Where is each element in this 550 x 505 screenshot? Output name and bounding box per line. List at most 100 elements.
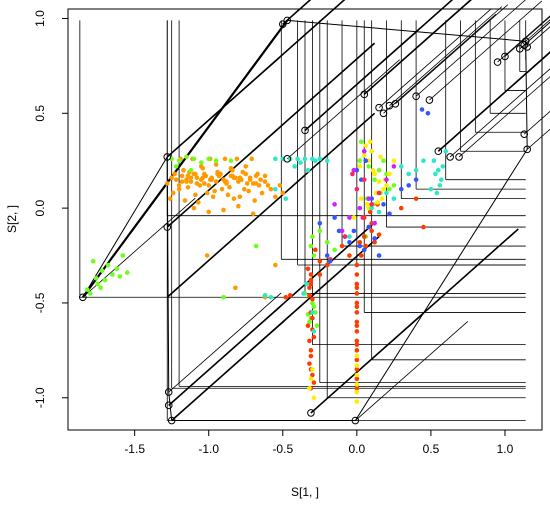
hull-vertex-11 [351,416,360,425]
point-2-10 [305,266,311,272]
point-0-64 [268,186,274,192]
hull-diag-13 [378,8,492,108]
point-6-2 [366,196,371,201]
point-4-10 [317,156,323,162]
point-4-11 [324,158,330,164]
hull-diag-11 [355,321,469,421]
point-0-87 [176,183,182,188]
point-2-19 [308,353,314,359]
point-2-23 [354,310,360,315]
point-5-12 [387,211,392,217]
point-7-6 [350,171,355,177]
point-5-17 [425,111,431,116]
point-7-3 [376,190,382,196]
point-2-49 [313,247,318,253]
point-0-50 [234,156,240,162]
point-3-18 [375,200,380,205]
point-0-103 [273,262,278,268]
point-2-1 [307,285,312,291]
point-6-5 [339,228,345,234]
point-2-32 [354,262,360,268]
y-axis-label: S[2, ] [5,205,19,233]
point-0-78 [188,179,194,184]
point-3-8 [363,143,369,148]
point-0-71 [236,203,241,209]
point-1-6 [124,270,130,275]
point-0-66 [277,183,283,188]
point-6-3 [372,220,377,226]
hull-diag-0 [82,197,196,298]
hull-diag-21 [458,76,550,158]
x-tick-label-0: -1.5 [124,442,145,456]
point-0-27 [185,184,191,190]
point-2-2 [310,296,315,302]
point-4-24 [310,310,315,315]
point-4-12 [431,158,437,164]
point-0-2 [179,173,185,179]
point-3-0 [357,164,363,169]
hull-diag-29 [526,128,550,150]
point-4-9 [313,158,318,164]
hull-diag-20 [449,68,550,158]
point-1-22 [188,167,194,173]
point-2-15 [311,380,317,385]
hull-band-0 [166,0,346,158]
hull-diag-8 [286,59,400,160]
point-7-2 [342,234,348,239]
point-5-11 [381,202,386,207]
point-2-30 [354,376,360,382]
point-2-25 [354,329,360,334]
point-1-18 [199,160,204,165]
point-2-48 [324,262,330,268]
point-2-5 [311,334,317,340]
point-3-32 [351,215,357,220]
point-3-30 [358,196,364,201]
hull-vertex-18 [425,96,434,104]
x-tick-label-4: 0.5 [423,442,440,456]
point-7-0 [360,215,366,220]
point-2-24 [354,319,360,325]
point-0-100 [204,253,210,258]
point-4-21 [262,293,268,298]
point-1-38 [317,228,323,234]
point-2-54 [317,272,323,277]
hull-band-6 [304,0,454,131]
point-0-23 [258,177,263,182]
point-2-17 [307,293,312,298]
hull-vertex-16 [391,100,400,108]
point-0-52 [167,196,173,201]
point-0-41 [219,186,225,192]
point-0-37 [164,181,170,186]
point-5-2 [351,228,357,234]
hull-vertex-22 [493,58,502,66]
hull-diag-16 [395,4,509,105]
point-1-49 [387,186,392,192]
point-0-39 [193,192,198,198]
point-1-28 [310,300,315,306]
x-tick-label-3: 0.0 [349,442,366,456]
hull-vertex-12 [360,90,369,99]
point-1-43 [366,164,371,169]
point-4-0 [273,156,278,162]
point-0-79 [194,175,200,181]
point-3-11 [379,196,385,201]
point-4-25 [311,329,317,334]
hull-vertex-28 [520,130,529,138]
point-1-7 [95,281,100,287]
hull-vertex-5 [167,416,176,425]
y-tick-label-4: 1.0 [33,10,47,27]
point-1-0 [90,258,96,264]
point-2-37 [354,342,360,347]
point-1-30 [307,319,312,325]
y-tick-label-2: 0.0 [33,199,47,216]
point-2-41 [369,228,374,234]
hull-lines [81,0,550,422]
point-2-12 [310,315,315,321]
point-3-29 [311,395,317,401]
point-1-11 [117,274,123,279]
hull-diag-18 [429,0,543,101]
point-2-31 [354,385,360,391]
point-1-50 [391,183,397,188]
point-1-3 [110,272,115,277]
point-1-47 [381,158,386,164]
